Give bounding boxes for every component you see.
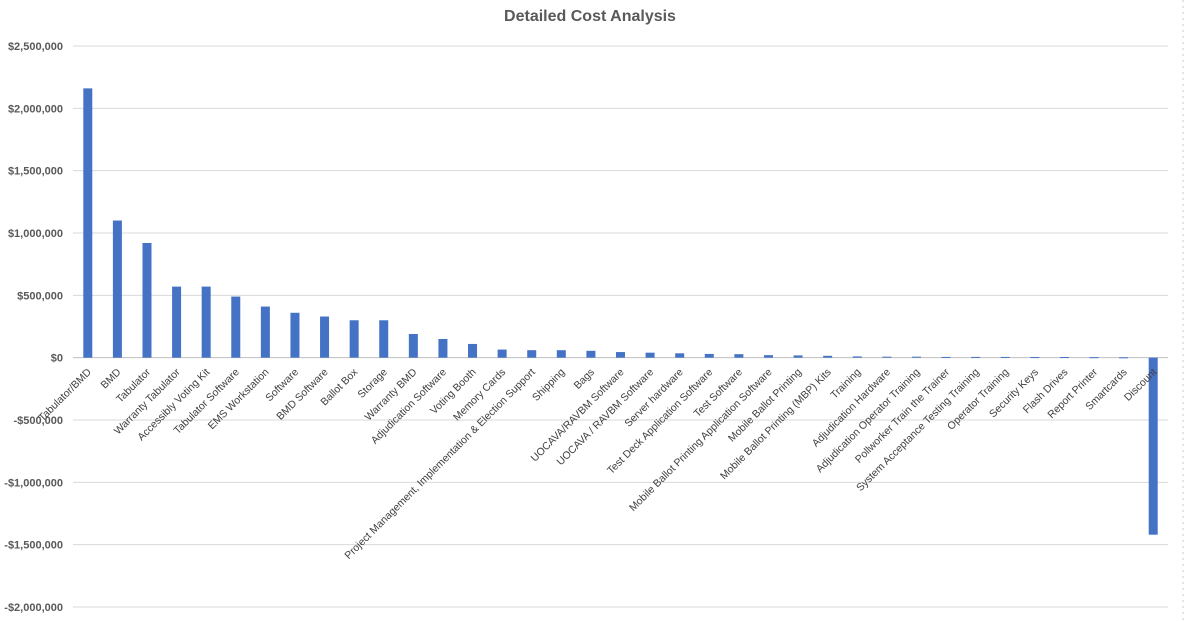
bar xyxy=(112,220,122,358)
bar xyxy=(290,312,300,358)
bar xyxy=(438,338,448,358)
y-tick-label: $2,000,000 xyxy=(8,103,63,115)
bar xyxy=(852,356,862,358)
y-tick-label: $1,000,000 xyxy=(8,228,63,240)
bar xyxy=(1089,357,1099,359)
y-tick-label: -$2,000,000 xyxy=(4,602,63,614)
y-tick-label: -$500,000 xyxy=(13,415,63,427)
bar xyxy=(911,356,921,358)
bar xyxy=(83,88,93,358)
bar xyxy=(675,353,685,358)
bar xyxy=(793,355,803,358)
y-tick-label: $2,500,000 xyxy=(8,41,63,53)
y-tick-label: $0 xyxy=(51,353,63,365)
bar xyxy=(941,356,951,358)
bar xyxy=(1030,357,1040,359)
grid-lines xyxy=(73,45,1168,608)
bar xyxy=(201,286,211,358)
bar xyxy=(882,356,892,358)
bar xyxy=(379,320,389,358)
x-category-label: Tabulator/BMD xyxy=(36,366,94,424)
bar xyxy=(556,350,566,358)
bar xyxy=(704,353,714,358)
bar xyxy=(408,333,418,358)
x-category-label: Shipping xyxy=(530,366,567,403)
bar xyxy=(260,306,270,358)
bar xyxy=(1000,356,1010,358)
y-tick-label: -$1,000,000 xyxy=(4,477,63,489)
bar xyxy=(1119,357,1129,359)
bar xyxy=(586,350,596,358)
bar xyxy=(320,316,330,358)
bar xyxy=(971,356,981,358)
y-tick-label: $500,000 xyxy=(17,290,63,302)
bar xyxy=(349,320,359,358)
bar xyxy=(142,242,152,358)
bar-series xyxy=(83,88,1158,535)
bar xyxy=(1148,357,1158,535)
bar xyxy=(734,354,744,358)
y-axis-ticks: $2,500,000 $2,000,000 $1,500,000 $1,000,000… xyxy=(4,41,63,614)
chart-title: Detailed Cost Analysis xyxy=(504,8,676,25)
bar xyxy=(527,350,537,358)
x-category-label: Bags xyxy=(572,366,597,391)
bar xyxy=(763,355,773,358)
bar xyxy=(231,296,241,358)
x-category-label: BMD xyxy=(99,366,124,391)
y-tick-label: $1,500,000 xyxy=(8,166,63,178)
bar xyxy=(616,352,625,358)
bar xyxy=(823,355,833,358)
y-tick-label: -$1,500,000 xyxy=(4,540,63,552)
bar xyxy=(645,352,655,358)
bar xyxy=(497,349,507,358)
bar xyxy=(172,286,182,358)
bar xyxy=(468,343,478,358)
bar xyxy=(1059,357,1069,359)
